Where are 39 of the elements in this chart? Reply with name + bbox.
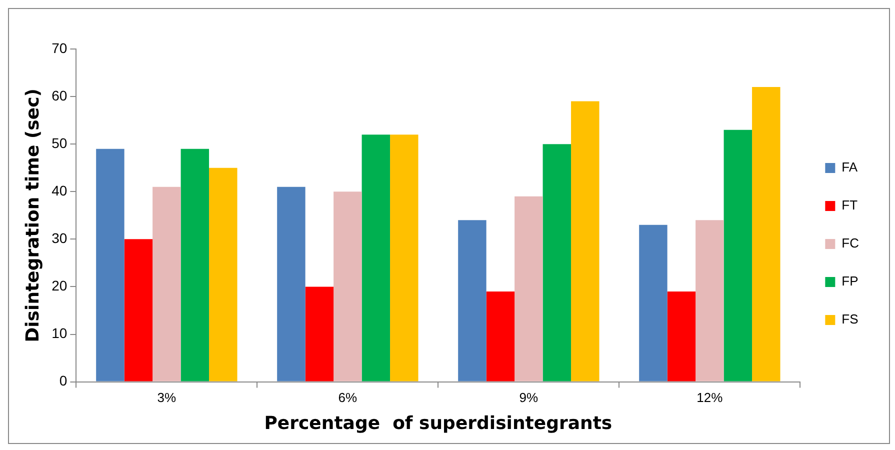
bar bbox=[486, 291, 515, 382]
bar bbox=[96, 148, 124, 382]
bar bbox=[209, 168, 238, 382]
y-tick-label: 50 bbox=[52, 134, 68, 151]
bar bbox=[390, 134, 418, 382]
x-tick-label: 12% bbox=[696, 390, 724, 406]
y-tick-label: 10 bbox=[52, 325, 68, 342]
bar bbox=[180, 148, 210, 382]
bar bbox=[724, 130, 752, 382]
x-tick-label: 9% bbox=[519, 390, 539, 406]
bar bbox=[362, 134, 390, 382]
y-tick-label: 60 bbox=[52, 87, 68, 104]
bar bbox=[542, 144, 572, 382]
bar bbox=[124, 239, 153, 382]
bar bbox=[571, 101, 600, 382]
bar bbox=[305, 286, 334, 382]
legend-label: FT bbox=[842, 198, 858, 213]
bar bbox=[152, 186, 181, 382]
y-tick-label: 20 bbox=[52, 278, 68, 294]
y-tick-label: 30 bbox=[52, 230, 68, 246]
bar bbox=[752, 87, 780, 382]
legend-label: FA bbox=[842, 160, 858, 175]
bar bbox=[639, 224, 668, 382]
legend-label: FS bbox=[842, 312, 859, 327]
bar bbox=[696, 220, 724, 382]
x-tick-label: 6% bbox=[338, 390, 358, 406]
bar bbox=[334, 192, 362, 382]
bar bbox=[458, 220, 486, 382]
y-tick-label: 0 bbox=[59, 372, 68, 389]
y-tick-label: 40 bbox=[52, 182, 68, 198]
legend-label: FP bbox=[842, 274, 858, 289]
y-tick-label: 70 bbox=[52, 40, 68, 56]
y-axis-title: Disintegration time (sec) bbox=[22, 88, 44, 342]
x-tick-label: 3% bbox=[157, 390, 177, 406]
bar bbox=[277, 186, 306, 382]
bar bbox=[667, 291, 696, 382]
bar bbox=[514, 196, 543, 382]
x-axis-title: Percentage of superdisintegrants bbox=[264, 412, 612, 434]
legend-label: FC bbox=[842, 236, 860, 251]
